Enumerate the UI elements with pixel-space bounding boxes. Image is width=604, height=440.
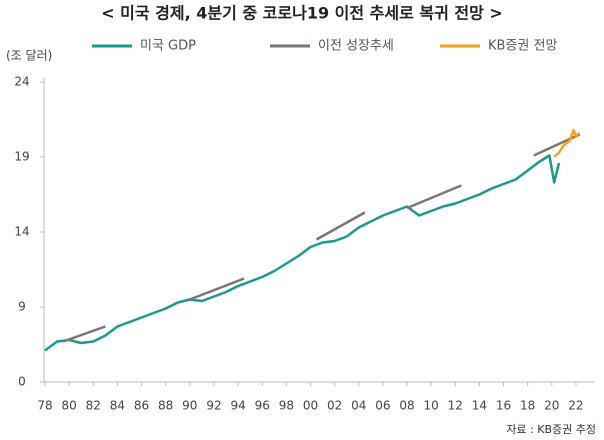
x-tick-label: 82: [86, 399, 101, 413]
x-tick-label: 78: [37, 399, 52, 413]
x-tick-label: 92: [206, 399, 221, 413]
x-tick-label: 96: [255, 399, 270, 413]
x-tick-label: 14: [472, 399, 487, 413]
x-tick-label: 90: [182, 399, 197, 413]
legend-label: 이전 성장추세: [318, 39, 394, 54]
x-tick-label: 86: [134, 399, 149, 413]
x-tick-label: 08: [399, 399, 414, 413]
y-tick-label: 0: [18, 375, 26, 389]
legend-label: 미국 GDP: [140, 39, 196, 54]
x-tick-label: 06: [375, 399, 390, 413]
chart-title: < 미국 경제, 4분기 중 코로나19 이전 추세로 복귀 전망 >: [101, 4, 503, 23]
x-tick-label: 98: [279, 399, 294, 413]
series-line: [44, 154, 561, 352]
legend-label: KB증권 전망: [488, 39, 557, 54]
y-tick-label: 24: [14, 75, 29, 89]
x-tick-label: 16: [496, 399, 511, 413]
x-tick-label: 04: [351, 399, 366, 413]
x-tick-label: 22: [568, 399, 583, 413]
x-tick-label: 18: [520, 399, 535, 413]
x-tick-label: 10: [424, 399, 439, 413]
x-tick-label: 20: [544, 399, 559, 413]
series-line: [62, 133, 581, 343]
x-tick-label: 12: [448, 399, 463, 413]
x-tick-label: 02: [327, 399, 342, 413]
x-tick-label: 00: [303, 399, 318, 413]
source: 자료 : KB증권 추정: [506, 423, 596, 436]
x-tick-label: 94: [230, 399, 245, 413]
y-tick-label: 19: [14, 150, 29, 164]
series-line: [553, 128, 581, 158]
y-tick-label: 9: [18, 300, 26, 314]
x-tick-label: 84: [110, 399, 125, 413]
x-tick-label: 80: [62, 399, 77, 413]
y-axis-label: (조 달러): [6, 49, 52, 63]
x-tick-label: 88: [158, 399, 173, 413]
y-tick-label: 14: [14, 225, 29, 239]
